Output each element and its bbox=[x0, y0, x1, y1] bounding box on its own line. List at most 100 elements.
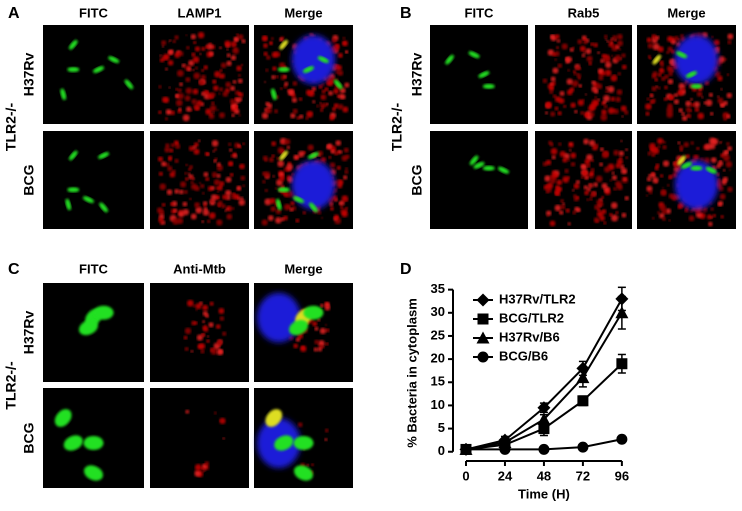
red-stain bbox=[557, 111, 562, 116]
red-stain bbox=[589, 183, 593, 187]
red-stain bbox=[190, 176, 195, 180]
micrograph bbox=[43, 283, 144, 382]
red-stain bbox=[567, 69, 570, 72]
red-stain bbox=[669, 94, 675, 100]
red-stain bbox=[595, 219, 600, 223]
red-stain bbox=[184, 347, 189, 351]
marker bbox=[476, 331, 490, 344]
red-stain bbox=[597, 51, 600, 55]
red-stain bbox=[219, 46, 222, 50]
red-stain bbox=[665, 208, 672, 214]
micrograph bbox=[430, 25, 528, 124]
red-stain bbox=[544, 175, 551, 182]
red-stain bbox=[275, 75, 279, 79]
red-stain bbox=[610, 41, 613, 45]
red-stain bbox=[692, 154, 699, 161]
red-stain bbox=[175, 143, 181, 149]
panel-label: D bbox=[400, 261, 412, 278]
red-stain bbox=[620, 140, 623, 143]
bacterium bbox=[445, 54, 454, 65]
red-stain bbox=[651, 86, 657, 92]
y-tick-label: 25 bbox=[431, 327, 445, 342]
red-stain bbox=[175, 94, 179, 98]
red-stain bbox=[241, 39, 246, 44]
red-stain bbox=[613, 149, 619, 156]
column-header: FITC bbox=[79, 5, 108, 20]
red-stain bbox=[200, 184, 205, 189]
red-stain bbox=[596, 83, 603, 90]
red-stain bbox=[266, 103, 273, 109]
red-stain bbox=[174, 35, 179, 40]
red-stain bbox=[725, 150, 729, 154]
red-stain bbox=[657, 137, 664, 145]
red-stain bbox=[264, 188, 268, 193]
red-stain bbox=[213, 85, 219, 91]
red-stain bbox=[591, 80, 596, 86]
red-stain bbox=[209, 42, 212, 45]
red-stain bbox=[170, 202, 174, 206]
red-stain bbox=[189, 197, 192, 201]
bacterium bbox=[469, 155, 479, 166]
red-stain bbox=[271, 141, 277, 147]
red-stain bbox=[337, 70, 344, 76]
red-stain bbox=[572, 70, 576, 74]
red-stain bbox=[202, 325, 208, 331]
column-header: Merge bbox=[284, 261, 322, 276]
red-stain bbox=[209, 104, 217, 112]
red-stain bbox=[666, 111, 674, 118]
micrograph-background bbox=[430, 131, 528, 229]
red-stain bbox=[319, 101, 322, 104]
red-stain bbox=[318, 84, 323, 89]
red-stain bbox=[611, 54, 614, 57]
red-stain bbox=[212, 150, 215, 153]
red-stain bbox=[570, 102, 576, 108]
red-stain bbox=[214, 411, 217, 415]
red-stain bbox=[583, 185, 588, 190]
red-stain bbox=[224, 40, 231, 48]
bacterium bbox=[108, 56, 120, 64]
red-stain bbox=[214, 70, 221, 78]
red-stain bbox=[324, 87, 329, 91]
red-stain bbox=[200, 74, 207, 81]
red-stain bbox=[220, 62, 227, 69]
red-stain bbox=[614, 54, 622, 62]
red-stain bbox=[712, 213, 717, 218]
red-stain bbox=[163, 53, 170, 61]
red-stain bbox=[621, 115, 624, 118]
red-stain bbox=[581, 53, 586, 58]
red-stain bbox=[717, 200, 724, 207]
red-stain bbox=[603, 57, 609, 63]
legend-label: BCG/TLR2 bbox=[499, 310, 564, 325]
red-stain bbox=[550, 111, 556, 117]
red-stain bbox=[588, 61, 593, 66]
red-stain bbox=[178, 51, 184, 57]
red-stain bbox=[678, 108, 683, 113]
red-stain bbox=[581, 175, 584, 179]
row-label: H37Rv bbox=[21, 53, 37, 97]
red-stain bbox=[229, 85, 236, 91]
marker bbox=[577, 395, 589, 407]
group-label: TLR2-/- bbox=[3, 361, 19, 410]
red-stain bbox=[229, 98, 236, 105]
red-stain bbox=[211, 171, 218, 178]
red-stain bbox=[224, 209, 227, 213]
red-stain bbox=[326, 102, 329, 106]
red-stain bbox=[618, 48, 621, 51]
red-stain bbox=[559, 90, 565, 97]
red-stain bbox=[185, 163, 188, 167]
red-stain bbox=[212, 111, 215, 114]
bacterium bbox=[478, 71, 490, 78]
micrograph-background bbox=[150, 131, 249, 229]
red-stain bbox=[728, 168, 731, 172]
red-stain bbox=[324, 302, 330, 308]
micrograph bbox=[535, 131, 632, 229]
red-stain bbox=[580, 110, 585, 115]
red-stain bbox=[708, 137, 716, 145]
red-stain bbox=[586, 187, 591, 192]
red-stain bbox=[192, 145, 197, 150]
red-stain bbox=[213, 159, 217, 163]
red-stain bbox=[205, 177, 210, 182]
red-stain bbox=[562, 202, 565, 206]
y-tick-label: 10 bbox=[431, 397, 445, 412]
red-stain bbox=[201, 46, 206, 51]
